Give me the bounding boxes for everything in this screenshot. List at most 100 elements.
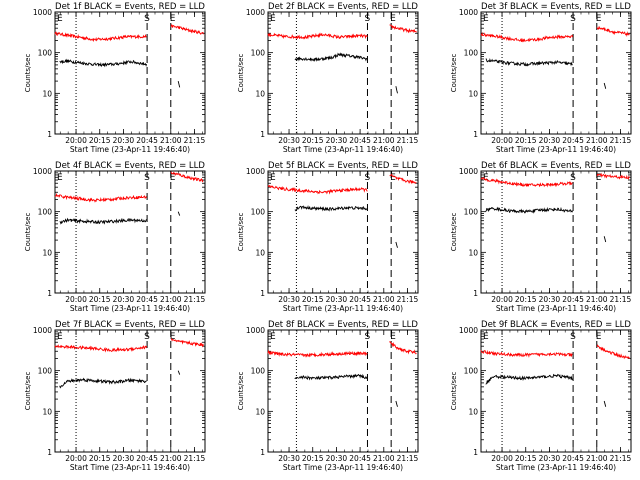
x-tick-label: 20:45	[349, 136, 371, 145]
events-series-line	[603, 236, 607, 243]
y-tick-label: 1	[260, 448, 265, 457]
x-tick-label: 20:30	[539, 295, 561, 304]
x-tick-label: 20:45	[562, 295, 584, 304]
panel-title: Det 7f BLACK = Events, RED = LLD	[55, 320, 205, 330]
y-tick-label: 100	[464, 208, 479, 217]
y-tick-label: 1000	[459, 167, 478, 176]
plot-frame	[480, 170, 632, 294]
lld-series-line	[480, 349, 573, 358]
y-tick-label: 1	[473, 448, 478, 457]
x-tick-label: 20:30	[539, 454, 561, 463]
y-axis-label: Counts/sec	[450, 372, 458, 411]
y-tick-label: 10	[468, 248, 478, 257]
x-tick-label: 21:15	[184, 136, 206, 145]
events-series-line	[603, 82, 607, 89]
y-tick-label: 1000	[33, 8, 52, 17]
lld-series-line	[267, 32, 368, 40]
time-marker-label: E	[390, 332, 396, 342]
time-marker-label: S	[570, 332, 576, 342]
x-tick-label: 21:00	[373, 295, 395, 304]
lld-series-line	[267, 185, 368, 195]
x-tick-label: 20:30	[326, 454, 348, 463]
x-tick-label: 20:45	[136, 454, 158, 463]
plot-frame	[267, 329, 419, 453]
y-tick-label: 1	[47, 289, 52, 298]
x-tick-label: 20:30	[113, 295, 135, 304]
panel-title: Det 5f BLACK = Events, RED = LLD	[268, 161, 418, 171]
x-axis-label: Start Time (23-Apr-11 19:46:40)	[283, 145, 403, 154]
events-series-line	[603, 400, 607, 407]
lld-series-line	[54, 344, 148, 353]
y-tick-label: 1	[473, 130, 478, 139]
events-series-line	[177, 211, 181, 216]
y-tick-label: 1	[473, 289, 478, 298]
events-series-line	[59, 217, 147, 225]
time-marker-label: E	[57, 173, 63, 183]
x-tick-label: 21:15	[610, 295, 632, 304]
events-series-line	[294, 205, 368, 212]
x-axis-label: Start Time (23-Apr-11 19:46:40)	[283, 463, 403, 472]
plot-frame	[54, 11, 206, 135]
x-axis-label: Start Time (23-Apr-11 19:46:40)	[70, 304, 190, 313]
x-tick-label: 21:00	[160, 454, 182, 463]
x-axis-label: Start Time (23-Apr-11 19:46:40)	[496, 145, 616, 154]
x-tick-label: 20:15	[515, 136, 537, 145]
y-axis-label: Counts/sec	[450, 54, 458, 93]
y-tick-label: 1	[260, 289, 265, 298]
x-tick-label: 20:30	[539, 136, 561, 145]
time-marker-label: E	[57, 14, 63, 24]
panel-title: Det 6f BLACK = Events, RED = LLD	[481, 161, 631, 171]
time-marker-label: E	[270, 14, 276, 24]
y-tick-label: 100	[251, 367, 266, 376]
time-marker-label: E	[596, 173, 602, 183]
x-tick-label: 20:15	[515, 454, 537, 463]
events-series-line	[177, 370, 181, 375]
events-series-line	[395, 400, 398, 407]
panel-6: Det 6f BLACK = Events, RED = LLD 1 10 100 10…	[450, 161, 632, 313]
y-tick-label: 10	[468, 89, 478, 98]
x-tick-label: 20:00	[491, 136, 513, 145]
y-tick-label: 1000	[459, 8, 478, 17]
time-marker-label: E	[596, 14, 602, 24]
x-tick-label: 21:15	[610, 454, 632, 463]
lld-series-line	[389, 24, 417, 34]
x-tick-label: 21:15	[184, 295, 206, 304]
events-series-line	[59, 58, 148, 68]
time-marker-label: E	[596, 332, 602, 342]
time-marker-label: E	[170, 14, 176, 24]
panel-8: Det 8f BLACK = Events, RED = LLD 1 10 100 10…	[237, 320, 419, 472]
x-axis-label: Start Time (23-Apr-11 19:46:40)	[70, 463, 190, 472]
panel-4: Det 4f BLACK = Events, RED = LLD 1 10 100 10…	[24, 161, 206, 313]
x-axis-label: Start Time (23-Apr-11 19:46:40)	[283, 304, 403, 313]
events-series-line	[395, 86, 398, 94]
y-axis-label: Counts/sec	[24, 54, 32, 93]
y-tick-label: 10	[468, 407, 478, 416]
x-tick-label: 20:00	[491, 295, 513, 304]
lld-series-line	[596, 26, 630, 37]
panel-title: Det 2f BLACK = Events, RED = LLD	[268, 2, 418, 12]
time-marker-label: S	[364, 332, 370, 342]
x-tick-label: 21:00	[586, 454, 608, 463]
time-marker-label: S	[144, 332, 150, 342]
time-marker-label: E	[483, 173, 489, 183]
x-tick-label: 21:00	[373, 136, 395, 145]
lld-series-line	[596, 172, 630, 180]
panel-2: Det 2f BLACK = Events, RED = LLD 1 10 100 10…	[237, 2, 419, 154]
y-tick-label: 1000	[459, 326, 478, 335]
y-tick-label: 100	[38, 367, 53, 376]
x-tick-label: 20:00	[65, 454, 87, 463]
panel-title: Det 9f BLACK = Events, RED = LLD	[481, 320, 631, 330]
x-tick-label: 20:45	[136, 295, 158, 304]
x-tick-label: 20:45	[562, 136, 584, 145]
x-tick-label: 20:15	[515, 295, 537, 304]
time-marker-label: S	[364, 173, 370, 183]
panel-title: Det 8f BLACK = Events, RED = LLD	[268, 320, 418, 330]
x-tick-label: 20:15	[89, 295, 111, 304]
events-series-line	[485, 206, 574, 214]
time-marker-label: S	[144, 173, 150, 183]
x-tick-label: 20:30	[326, 136, 348, 145]
plot-frame	[480, 11, 632, 135]
lld-series-line	[596, 344, 630, 360]
y-tick-label: 10	[255, 248, 265, 257]
x-tick-label: 21:15	[610, 136, 632, 145]
